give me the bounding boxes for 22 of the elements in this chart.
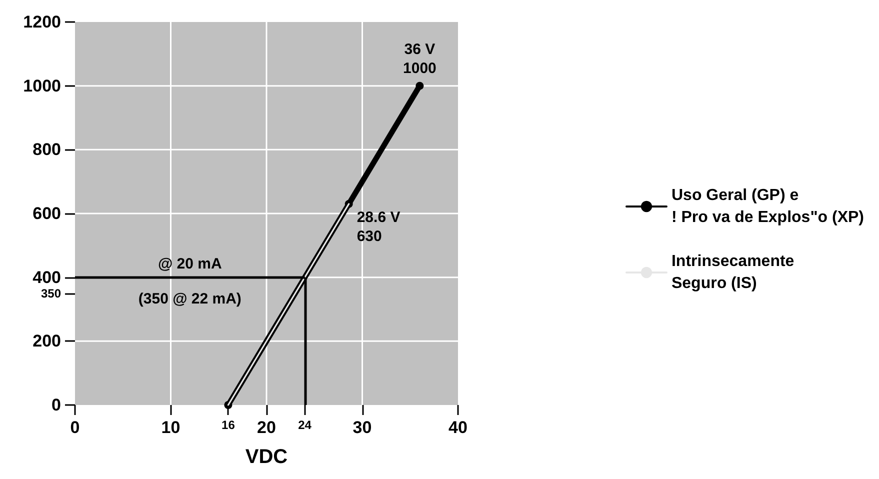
x-tick-label: 40 — [448, 418, 468, 437]
x-tick-label: 24 — [298, 418, 312, 432]
y-tick-label: 800 — [32, 140, 61, 160]
legend-label: Uso Geral (GP) e ! Pro va de Explos"o (XP) — [671, 187, 864, 226]
y-tick-label: 200 — [32, 332, 61, 351]
x-tick-label: 20 — [257, 418, 276, 437]
legend-label: Intrinsecamente Seguro (IS) — [671, 253, 794, 292]
y-tick-label: 0 — [52, 396, 61, 414]
x-tick-label: 30 — [352, 418, 372, 437]
annotation: 36 V 1000 — [403, 40, 436, 77]
annotation: (350 @ 22 mA) — [138, 290, 242, 308]
x-tick-label: 0 — [70, 418, 80, 437]
annotation: 28.6 V 630 — [356, 208, 400, 245]
y-tick-label: 400 — [32, 268, 61, 287]
x-tick-label: 16 — [222, 418, 236, 432]
y-tick-label: 1200 — [23, 12, 61, 32]
y-tick-label: 1000 — [23, 76, 61, 96]
x-axis-title: VDC — [245, 446, 288, 468]
y-tick-label: 600 — [32, 204, 61, 223]
x-tick-label: 10 — [161, 418, 180, 437]
ref-line-label: @ 20 mA — [158, 255, 222, 272]
y-tick-label: 350 — [40, 286, 62, 300]
